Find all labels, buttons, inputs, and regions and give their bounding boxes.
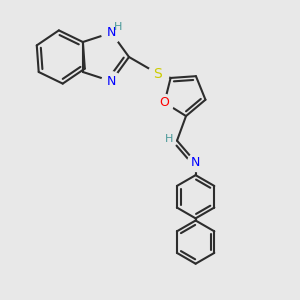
Text: S: S: [153, 67, 162, 80]
Text: N: N: [107, 26, 116, 39]
Text: H: H: [165, 134, 174, 144]
Text: H: H: [114, 22, 122, 32]
Text: O: O: [160, 96, 170, 109]
Text: N: N: [107, 75, 116, 88]
Text: N: N: [191, 156, 200, 169]
